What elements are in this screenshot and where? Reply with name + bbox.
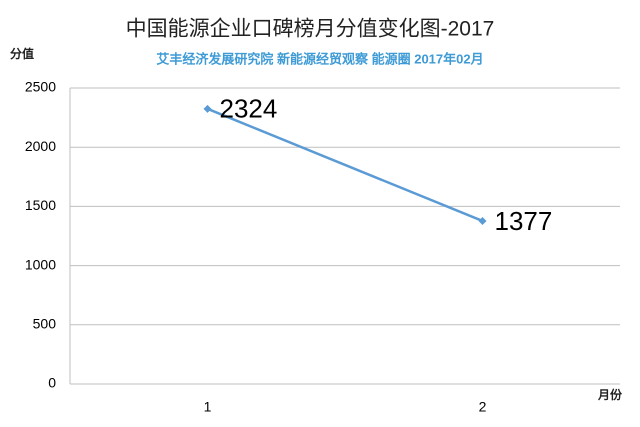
data-label: 2324 (220, 94, 278, 124)
y-tick-label: 0 (48, 375, 56, 391)
x-tick-label: 2 (479, 399, 487, 415)
y-tick-label: 2500 (25, 79, 56, 95)
chart-subtitle: 艾丰经济发展研究院 新能源经贸观察 能源圈 2017年02月 (156, 51, 483, 66)
data-label: 1377 (495, 206, 553, 236)
x-axis-label: 月份 (597, 387, 623, 402)
y-tick-label: 1500 (25, 197, 56, 213)
y-tick-label: 1000 (25, 256, 56, 272)
y-tick-label: 2000 (25, 138, 56, 154)
data-line (207, 107, 483, 223)
y-tick-label: 500 (33, 316, 57, 332)
x-tick-label: 1 (204, 399, 212, 415)
data-point (478, 216, 487, 225)
chart-title: 中国能源企业口碑榜月分值变化图-2017 (126, 18, 495, 41)
data-point (203, 104, 212, 113)
y-axis-label: 分值 (10, 46, 34, 61)
